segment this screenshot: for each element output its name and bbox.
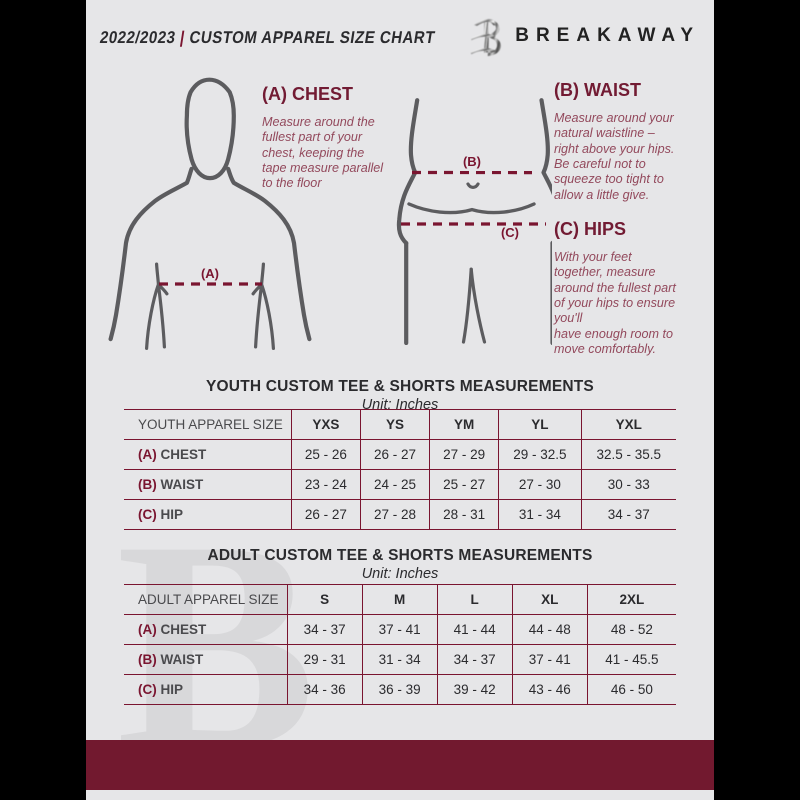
svg-text:(B): (B) bbox=[463, 154, 481, 169]
svg-text:(A): (A) bbox=[201, 266, 219, 281]
svg-text:(C): (C) bbox=[501, 225, 519, 240]
